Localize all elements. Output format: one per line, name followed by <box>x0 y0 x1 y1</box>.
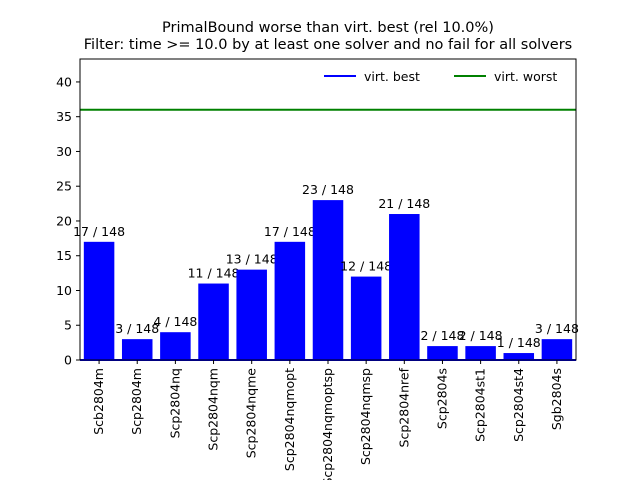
bar-value-label: 4 / 148 <box>153 314 197 329</box>
bar-scp2804nqm <box>198 283 229 360</box>
bar-value-label: 2 / 148 <box>459 328 503 343</box>
x-tick-label: Scp2804s <box>434 368 449 429</box>
bar-value-label: 17 / 148 <box>264 224 316 239</box>
x-tick-label: Scp2804nqme <box>244 368 259 459</box>
y-tick-label: 0 <box>64 353 72 368</box>
bar-scp2804nqmopt <box>274 241 306 360</box>
bar-scb2804m <box>83 241 115 360</box>
x-tick-label: Scp2804st4 <box>511 368 526 442</box>
bar-value-label: 1 / 148 <box>497 335 541 350</box>
x-tick-label: Scp2804nqmopt <box>282 368 297 471</box>
bar-scp2804st4 <box>503 353 535 360</box>
legend-label-virt-worst: virt. worst <box>494 69 557 84</box>
chart-title: PrimalBound worse than virt. best (rel 1… <box>84 20 572 53</box>
bar-scp2804nqmoptsp <box>312 200 344 360</box>
bar-value-label: 23 / 148 <box>302 182 354 197</box>
bar-value-label: 13 / 148 <box>226 252 278 267</box>
x-tick-label: Scp2804nq <box>167 368 182 438</box>
chart-title-line-2: Filter: time >= 10.0 by at least one sol… <box>84 37 572 53</box>
y-tick-label: 40 <box>56 74 72 89</box>
x-tick-label: Scp2804nqmsp <box>358 368 373 465</box>
y-tick-label: 5 <box>64 318 72 333</box>
x-tick-label: Scp2804nqm <box>206 368 221 451</box>
x-tick-label: Sgb2804s <box>549 368 564 430</box>
y-tick-label: 30 <box>56 144 72 159</box>
x-tick-label: Scp2804nqmoptsp <box>320 368 335 480</box>
legend: virt. best virt. worst <box>324 69 557 84</box>
bar-value-label: 11 / 148 <box>188 266 240 281</box>
x-tick-label: Scb2804m <box>91 368 106 435</box>
y-tick-label: 15 <box>56 248 72 263</box>
bar-sgb2804s <box>541 339 573 360</box>
bar-scp2804nqmsp <box>350 276 382 360</box>
y-tick-label: 20 <box>56 213 72 228</box>
bar-value-label: 2 / 148 <box>420 328 464 343</box>
bar-value-label: 12 / 148 <box>340 259 392 274</box>
x-tick-label: Scp2804nref <box>396 367 411 447</box>
bar-scp2804nq <box>160 332 191 360</box>
y-tick-label: 25 <box>56 179 72 194</box>
bar-scp2804nref <box>389 214 420 360</box>
x-tick-label: Scp2804m <box>129 368 144 435</box>
bar-value-label: 3 / 148 <box>115 321 159 336</box>
y-tick-label: 10 <box>56 283 72 298</box>
bar-scp2804s <box>427 346 458 360</box>
bar-scp2804st1 <box>465 346 496 360</box>
y-tick-label: 35 <box>56 109 72 124</box>
legend-label-virt-best: virt. best <box>364 69 420 84</box>
bar-value-label: 17 / 148 <box>73 224 125 239</box>
x-tick-label: Scp2804st1 <box>473 368 488 442</box>
bar-value-label: 3 / 148 <box>535 321 579 336</box>
bar-scp2804m <box>121 339 153 360</box>
bar-value-label: 21 / 148 <box>378 196 430 211</box>
bar-scp2804nqme <box>236 269 267 360</box>
chart-title-line-1: PrimalBound worse than virt. best (rel 1… <box>162 20 494 36</box>
